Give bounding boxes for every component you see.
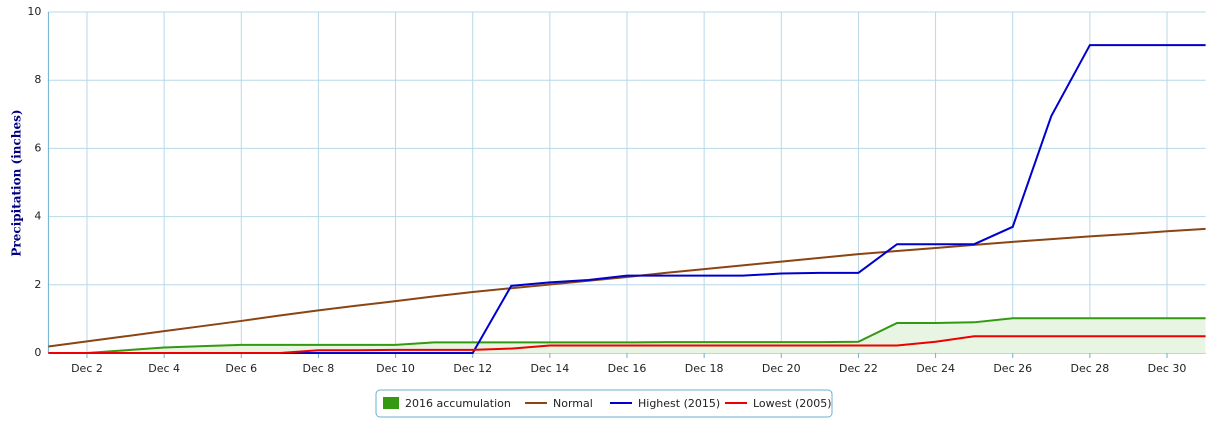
x-tick-label: Dec 20 bbox=[762, 362, 801, 375]
x-tick-label: Dec 24 bbox=[916, 362, 955, 375]
x-tick-label: Dec 18 bbox=[685, 362, 724, 375]
y-tick-label: 2 bbox=[34, 278, 41, 291]
area bbox=[86, 318, 1206, 353]
x-tick-label: Dec 8 bbox=[303, 362, 335, 375]
x-tick-label: Dec 2 bbox=[71, 362, 103, 375]
y-tick-label: 8 bbox=[34, 73, 41, 86]
line bbox=[48, 227, 1206, 348]
x-tick-label: Dec 10 bbox=[376, 362, 415, 375]
y-axis-label: Precipitation (inches) bbox=[10, 109, 24, 256]
x-tick-label: Dec 22 bbox=[839, 362, 878, 375]
line bbox=[48, 335, 1206, 354]
x-tick-label: Dec 12 bbox=[453, 362, 492, 375]
y-tick-label: 6 bbox=[34, 141, 41, 154]
legend-item: Normal bbox=[525, 397, 593, 410]
legend-item: 2016 accumulation bbox=[383, 397, 511, 410]
x-tick-label: Dec 28 bbox=[1070, 362, 1109, 375]
legend-label: Highest (2015) bbox=[638, 397, 720, 410]
legend-box bbox=[375, 389, 833, 418]
legend-item: Lowest (2005) bbox=[725, 397, 832, 410]
x-tick-label: Dec 6 bbox=[225, 362, 257, 375]
x-tick-label: Dec 26 bbox=[993, 362, 1032, 375]
x-tick-label: Dec 30 bbox=[1148, 362, 1187, 375]
legend-label: Lowest (2005) bbox=[753, 397, 832, 410]
legend-swatch bbox=[383, 397, 399, 409]
legend-label: Normal bbox=[553, 397, 593, 410]
y-tick-label: 4 bbox=[34, 210, 41, 223]
legend-label: 2016 accumulation bbox=[405, 397, 511, 410]
x-tick-label: Dec 16 bbox=[608, 362, 647, 375]
line bbox=[86, 317, 1206, 354]
y-tick-label: 0 bbox=[34, 346, 41, 359]
x-tick-label: Dec 14 bbox=[530, 362, 569, 375]
x-tick-label: Dec 4 bbox=[148, 362, 180, 375]
y-tick-label: 10 bbox=[27, 5, 41, 18]
legend-item: Highest (2015) bbox=[610, 397, 720, 410]
